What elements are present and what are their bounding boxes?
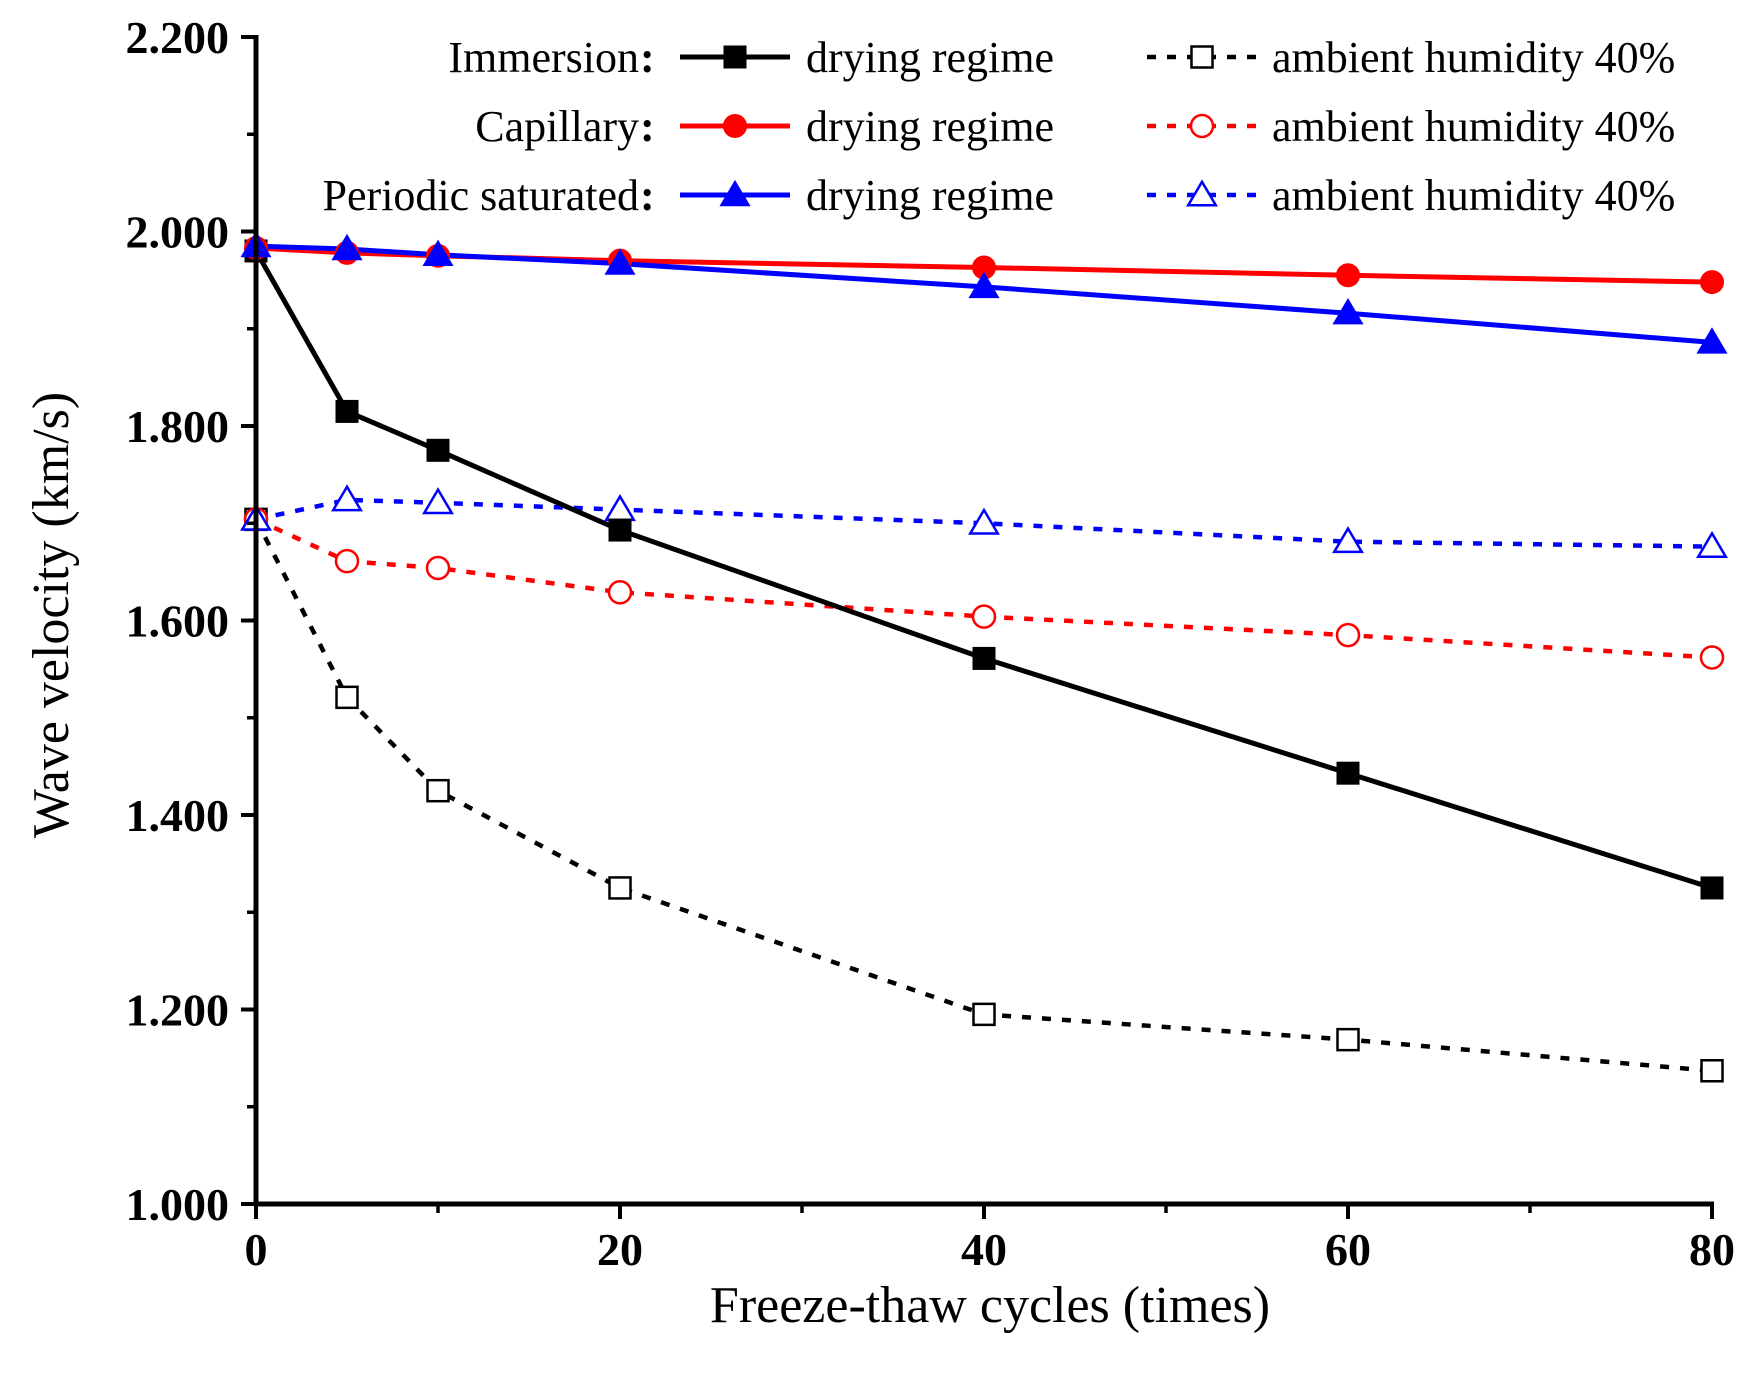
data-point-periodic-ambient-20	[604, 493, 636, 522]
data-point-capillary-drying-80	[1700, 270, 1724, 295]
series-line-immersion-drying	[253, 249, 1713, 891]
legend: Immersion: drying regime ambient humidity …	[323, 33, 1676, 220]
legend-label-periodic-drying: drying regime	[806, 171, 1054, 220]
legend-marker-capillary-drying	[723, 114, 747, 138]
x-tick-label: 0	[245, 1224, 268, 1275]
data-point-periodic-drying-40	[968, 271, 1000, 299]
data-point-immersion-ambient-5	[335, 685, 359, 710]
data-point-immersion-ambient-60	[1336, 1027, 1360, 1052]
data-point-capillary-ambient-60	[1335, 622, 1361, 648]
legend-label-immersion-drying: drying regime	[806, 33, 1054, 82]
data-point-immersion-ambient-20	[608, 876, 632, 900]
tick-labels: 1.000 1.200 1.400 1.600 1.800 2.000 2.200 0 20 40…	[126, 12, 1736, 1275]
legend-group-colon: :	[640, 33, 655, 82]
y-tick-label: 1.800	[126, 401, 230, 452]
x-tick-label: 60	[1325, 1224, 1371, 1275]
y-tick-label: 2.200	[126, 12, 230, 63]
legend-group-label-capillary: Capillary	[475, 102, 639, 151]
legend-label-immersion-ambient: ambient humidity 40%	[1272, 33, 1675, 82]
legend-label-capillary-drying: drying regime	[806, 102, 1054, 151]
data-point-periodic-ambient-5	[331, 484, 363, 512]
legend-group-colon: :	[640, 171, 655, 220]
series-line-immersion-ambient	[253, 518, 1713, 1074]
data-point-periodic-drying-10	[422, 239, 454, 267]
legend-group-colon: :	[640, 102, 655, 151]
data-point-capillary-ambient-10	[425, 555, 451, 581]
y-tick-label: 1.200	[126, 985, 230, 1036]
x-tick-label: 40	[961, 1224, 1007, 1275]
data-point-immersion-ambient-80	[1700, 1059, 1724, 1083]
data-point-capillary-ambient-40	[971, 604, 997, 629]
data-point-periodic-drying-80	[1696, 327, 1728, 354]
x-tick-label: 20	[597, 1224, 643, 1275]
data-point-periodic-drying-20	[604, 248, 636, 275]
data-point-immersion-drying-40	[972, 646, 996, 670]
y-tick-label: 2.000	[126, 207, 230, 258]
data-point-immersion-ambient-10	[426, 778, 450, 803]
data-point-immersion-ambient-40	[972, 1002, 996, 1027]
data-point-capillary-drying-60	[1336, 263, 1360, 288]
y-tick-label: 1.400	[126, 790, 230, 841]
data-point-periodic-ambient-40	[968, 507, 1000, 535]
legend-marker-immersion-ambient	[1190, 45, 1214, 69]
axes	[241, 35, 1714, 1219]
legend-group-label-immersion: Immersion	[448, 33, 639, 82]
data-point-periodic-drying-60	[1332, 298, 1364, 325]
data-point-immersion-drying-20	[608, 518, 632, 542]
data-point-periodic-ambient-60	[1332, 526, 1364, 554]
data-point-immersion-drying-80	[1700, 876, 1724, 900]
legend-label-periodic-ambient: ambient humidity 40%	[1272, 171, 1675, 220]
data-point-capillary-ambient-20	[607, 580, 633, 605]
legend-marker-periodic-ambient	[1186, 179, 1218, 207]
data-point-capillary-ambient-5	[334, 548, 360, 574]
x-tick-label: 80	[1689, 1224, 1735, 1275]
y-axis-title: Wave velocity (km/s)	[23, 392, 80, 838]
plot-markers	[240, 230, 1728, 1083]
legend-label-capillary-ambient: ambient humidity 40%	[1272, 102, 1675, 151]
series-line-capillary-ambient	[255, 517, 1713, 660]
legend-marker-periodic-drying	[719, 179, 751, 207]
data-point-periodic-ambient-80	[1696, 530, 1728, 559]
legend-group-label-periodic-saturated: Periodic saturated	[323, 171, 639, 220]
y-tick-label: 1.600	[126, 596, 230, 647]
data-point-periodic-ambient-10	[422, 487, 454, 515]
data-point-periodic-drying-5	[331, 233, 363, 261]
data-point-immersion-drying-10	[426, 438, 450, 462]
data-point-immersion-drying-5	[335, 399, 359, 423]
data-point-immersion-drying-60	[1336, 761, 1360, 785]
legend-marker-immersion-drying	[723, 45, 747, 69]
y-tick-label: 1.000	[126, 1179, 230, 1230]
x-axis-title: Freeze-thaw cycles (times)	[710, 1277, 1270, 1334]
legend-marker-capillary-ambient	[1189, 113, 1215, 139]
data-point-capillary-ambient-80	[1699, 645, 1725, 670]
